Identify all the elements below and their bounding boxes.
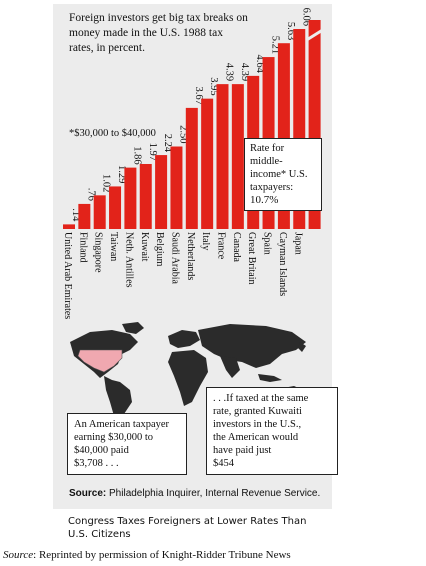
kuwaiti-rate-callout: . . .If taxed at the same rate, granted … xyxy=(206,387,338,475)
category-label-11: Canada xyxy=(231,232,242,263)
right-callout-line-5: have paid just xyxy=(213,445,272,456)
bar-chart: .14 United Arab Emirates .76 Finland 1.02 Sin… xyxy=(62,8,323,319)
us-rate-value: 10.7% xyxy=(250,194,279,206)
category-label-5: Kuwait xyxy=(139,232,150,262)
value-label-6: 2.24 xyxy=(162,134,173,153)
value-label-7: 2.50 xyxy=(177,125,188,143)
us-rate-label-2: middle- xyxy=(250,156,283,167)
category-label-13: Spain xyxy=(262,232,273,255)
income-footnote: *$30,000 to $40,000 xyxy=(69,128,156,139)
figure-caption: Congress Taxes Foreigners at Lower Rates… xyxy=(68,516,307,540)
south-america-shape xyxy=(104,376,132,424)
category-label-10: France xyxy=(216,232,227,260)
bar-7 xyxy=(170,146,183,229)
right-callout-line-2: rate, granted Kuwaiti xyxy=(213,406,302,417)
bar-11 xyxy=(231,84,244,229)
category-label-9: Italy xyxy=(200,232,211,250)
value-label-10: 4.39 xyxy=(224,63,235,81)
right-callout-line-6: $454 xyxy=(213,458,234,469)
source-text: Philadelphia Inquirer, Internal Revenue … xyxy=(106,488,321,499)
bar-0 xyxy=(63,224,75,229)
bar-4 xyxy=(124,167,137,229)
category-label-8: Netherlands xyxy=(185,232,196,280)
us-rate-box: Rate for middle- income* U.S. taxpayers:… xyxy=(244,138,322,211)
source-label: Source: xyxy=(69,488,107,499)
value-label-0: .14 xyxy=(70,208,81,222)
left-callout-line-4: $3,708 . . . xyxy=(74,458,119,469)
source-line: Source: Philadelphia Inquirer, Internal … xyxy=(69,488,320,499)
bar-3 xyxy=(109,186,122,229)
value-label-5: 1.97 xyxy=(147,143,158,161)
bar-5 xyxy=(139,163,152,229)
value-label-3: 1.29 xyxy=(116,165,127,183)
category-label-3: Taiwan xyxy=(108,232,119,261)
value-label-13: 5.21 xyxy=(270,36,281,54)
category-label-0: United Arab Emirates xyxy=(62,232,73,319)
credit-text: : Reprinted by permission of Knight-Ridd… xyxy=(33,549,291,561)
right-callout-line-1: . . .If taxed at the same xyxy=(213,393,309,404)
category-label-2: Singapore xyxy=(93,232,104,273)
category-label-1: Finland xyxy=(77,232,88,263)
bar-10 xyxy=(216,84,229,229)
category-label-14: Cayman Islands xyxy=(277,232,288,296)
axis-break-mark xyxy=(305,28,323,42)
us-rate-label-4: taxpayers: xyxy=(250,182,294,193)
value-label-11: 4.39 xyxy=(239,63,250,81)
category-label-12: Great Britain xyxy=(246,232,257,284)
greenland-shape xyxy=(122,322,144,334)
bar-8 xyxy=(185,107,198,229)
category-label-15: Japan xyxy=(292,232,303,255)
value-label-4: 1.86 xyxy=(131,146,142,164)
value-label-8: 3.67 xyxy=(193,87,204,105)
us-rate-label-3: income* U.S. xyxy=(250,169,308,180)
usa-highlight xyxy=(77,349,123,373)
bar-1 xyxy=(78,203,91,229)
credit-label: Source xyxy=(3,549,34,561)
bar-2 xyxy=(93,195,106,229)
credit-line: Source: Reprinted by permission of Knigh… xyxy=(3,549,291,561)
value-label-9: 3.95 xyxy=(208,77,219,95)
value-label-12: 4.64 xyxy=(254,55,265,74)
value-label-1: .76 xyxy=(85,188,96,201)
category-label-6: Belgium xyxy=(154,232,165,267)
category-label-7: Saudi Arabia xyxy=(169,232,180,284)
indonesia-shape xyxy=(258,374,282,382)
chart-title: Foreign investors get big tax breaks on … xyxy=(69,12,248,54)
category-label-4: Neth. Antilles xyxy=(123,232,134,288)
value-label-2: 1.02 xyxy=(101,174,112,192)
us-rate-label-1: Rate for xyxy=(250,143,285,154)
japan-shape xyxy=(298,342,306,352)
right-callout-line-3: investors in the U.S., xyxy=(213,419,302,430)
american-taxpayer-callout: An American taxpayer earning $30,000 to … xyxy=(67,413,187,475)
left-callout-line-3: $40,000 paid xyxy=(74,445,129,456)
value-label-15: 6.06 xyxy=(300,8,311,26)
left-callout-line-1: An American taxpayer xyxy=(74,419,170,430)
africa-shape xyxy=(168,350,208,406)
india-shape xyxy=(220,356,240,378)
left-callout-line-2: earning $30,000 to xyxy=(74,432,154,443)
bar-6 xyxy=(155,155,168,229)
europe-shape xyxy=(168,330,200,348)
right-callout-line-4: the American would xyxy=(213,432,299,443)
value-label-14: 5.63 xyxy=(285,22,296,40)
asia-shape xyxy=(198,324,306,368)
bar-9 xyxy=(201,98,214,230)
